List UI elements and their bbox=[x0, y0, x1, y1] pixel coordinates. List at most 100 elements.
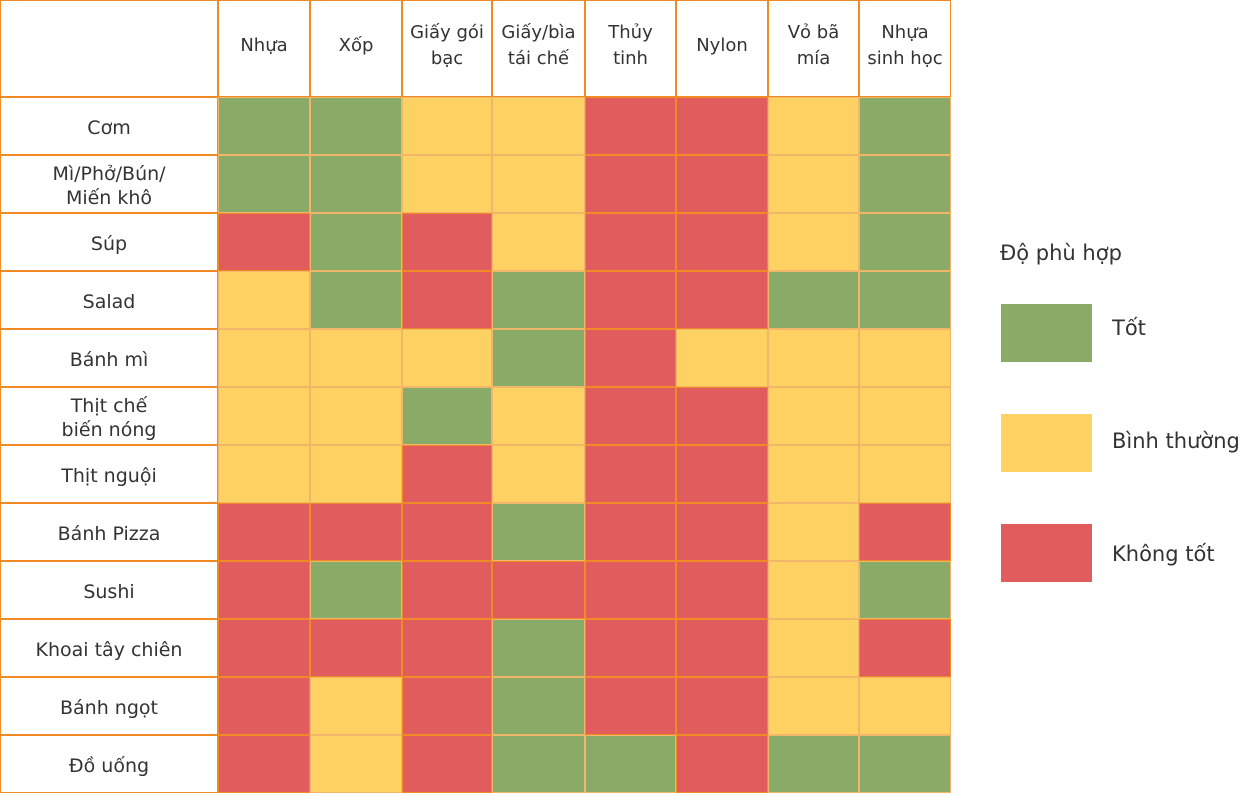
rating-cell-normal bbox=[492, 445, 585, 503]
column-header-cell bbox=[768, 0, 859, 97]
rating-cell-normal bbox=[310, 677, 402, 735]
rating-cell-bad bbox=[585, 619, 676, 677]
column-header-label: Giấy gói bạc bbox=[410, 22, 484, 69]
rating-cell-bad bbox=[492, 561, 585, 619]
row-header-cell bbox=[0, 387, 218, 445]
rating-cell-bad bbox=[585, 155, 676, 213]
rating-cell-good bbox=[492, 271, 585, 329]
rating-cell-good bbox=[218, 97, 310, 155]
rating-cell-bad bbox=[676, 155, 768, 213]
column-header-cell bbox=[859, 0, 951, 97]
rating-cell-good bbox=[310, 561, 402, 619]
rating-cell-bad bbox=[859, 503, 951, 561]
row-header-label: Sushi bbox=[83, 581, 135, 603]
rating-cell-normal bbox=[768, 97, 859, 155]
rating-cell-normal bbox=[402, 97, 492, 155]
row-header-cell bbox=[0, 561, 218, 619]
rating-cell-bad bbox=[402, 213, 492, 271]
legend-label-bad: Không tốt bbox=[1112, 542, 1215, 566]
rating-cell-bad bbox=[676, 271, 768, 329]
rating-cell-good bbox=[768, 271, 859, 329]
rating-cell-bad bbox=[585, 445, 676, 503]
rating-cell-bad bbox=[859, 619, 951, 677]
row-header-label: Khoai tây chiên bbox=[35, 639, 183, 661]
rating-cell-normal bbox=[402, 329, 492, 387]
rating-cell-bad bbox=[585, 97, 676, 155]
rating-cell-normal bbox=[310, 735, 402, 793]
rating-cell-bad bbox=[676, 735, 768, 793]
rating-cell-bad bbox=[402, 561, 492, 619]
column-header-cell bbox=[218, 0, 310, 97]
rating-cell-normal bbox=[492, 97, 585, 155]
rating-cell-good bbox=[492, 677, 585, 735]
rating-cell-normal bbox=[310, 329, 402, 387]
rating-cell-good bbox=[218, 155, 310, 213]
legend-swatch-good bbox=[1001, 304, 1092, 362]
row-header-cell bbox=[0, 213, 218, 271]
rating-cell-normal bbox=[859, 329, 951, 387]
rating-cell-bad bbox=[218, 561, 310, 619]
row-header-cell bbox=[0, 97, 218, 155]
rating-cell-normal bbox=[218, 271, 310, 329]
rating-cell-normal bbox=[310, 445, 402, 503]
column-header-label: Nylon bbox=[696, 35, 748, 56]
rating-cell-bad bbox=[402, 503, 492, 561]
rating-cell-bad bbox=[310, 503, 402, 561]
row-header-cell bbox=[0, 155, 218, 213]
column-header-cell bbox=[310, 0, 402, 97]
rating-cell-good bbox=[859, 271, 951, 329]
rating-cell-bad bbox=[676, 503, 768, 561]
rating-cell-good bbox=[310, 213, 402, 271]
row-header-cell bbox=[0, 503, 218, 561]
rating-cell-normal bbox=[768, 329, 859, 387]
row-header-cell bbox=[0, 271, 218, 329]
rating-cell-normal bbox=[218, 329, 310, 387]
rating-cell-normal bbox=[492, 155, 585, 213]
rating-cell-good bbox=[585, 735, 676, 793]
rating-cell-bad bbox=[676, 445, 768, 503]
rating-cell-normal bbox=[492, 387, 585, 445]
rating-cell-bad bbox=[402, 619, 492, 677]
rating-cell-bad bbox=[676, 619, 768, 677]
rating-cell-bad bbox=[402, 677, 492, 735]
rating-cell-good bbox=[402, 387, 492, 445]
rating-cell-good bbox=[492, 503, 585, 561]
column-header-label: Xốp bbox=[338, 35, 374, 56]
rating-cell-normal bbox=[768, 445, 859, 503]
rating-cell-bad bbox=[402, 271, 492, 329]
rating-cell-bad bbox=[402, 735, 492, 793]
rating-cell-normal bbox=[859, 677, 951, 735]
rating-cell-normal bbox=[859, 387, 951, 445]
rating-cell-normal bbox=[768, 155, 859, 213]
rating-cell-good bbox=[859, 155, 951, 213]
column-header-label: Nhựa bbox=[240, 35, 288, 56]
rating-cell-good bbox=[859, 735, 951, 793]
rating-cell-normal bbox=[768, 387, 859, 445]
row-header-label: Bánh ngọt bbox=[60, 697, 158, 719]
rating-cell-bad bbox=[676, 561, 768, 619]
rating-cell-good bbox=[768, 735, 859, 793]
row-header-cell bbox=[0, 445, 218, 503]
rating-cell-good bbox=[310, 271, 402, 329]
row-header-label: Bánh Pizza bbox=[57, 523, 161, 545]
row-header-label: Bánh mì bbox=[69, 349, 149, 371]
row-header-label: Salad bbox=[82, 291, 136, 313]
legend-swatch-normal bbox=[1001, 414, 1092, 472]
corner-cell bbox=[0, 0, 218, 97]
column-header-cell bbox=[402, 0, 492, 97]
rating-cell-good bbox=[310, 97, 402, 155]
legend-label-good: Tốt bbox=[1112, 316, 1146, 340]
rating-cell-bad bbox=[218, 619, 310, 677]
legend-label-normal: Bình thường bbox=[1112, 429, 1240, 453]
rating-cell-bad bbox=[218, 735, 310, 793]
rating-cell-bad bbox=[676, 387, 768, 445]
rating-cell-bad bbox=[585, 503, 676, 561]
legend-title: Độ phù hợp bbox=[1000, 241, 1122, 265]
rating-cell-good bbox=[859, 97, 951, 155]
rating-cell-good bbox=[310, 155, 402, 213]
row-header-label: Cơm bbox=[87, 117, 131, 139]
rating-cell-normal bbox=[310, 387, 402, 445]
rating-cell-normal bbox=[676, 329, 768, 387]
row-header-cell bbox=[0, 619, 218, 677]
rating-cell-normal bbox=[218, 387, 310, 445]
